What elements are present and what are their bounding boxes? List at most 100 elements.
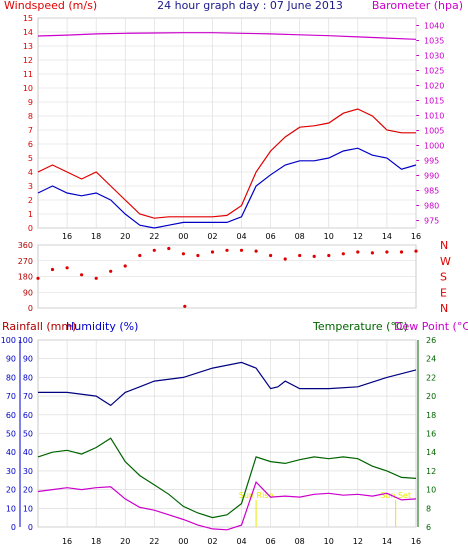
wind-x-tick-label: 08 — [295, 232, 305, 241]
wind-x-tick-label: 16 — [411, 232, 421, 241]
dir-y-tick-label: 180 — [18, 273, 33, 282]
lower-x-tick-label: 20 — [120, 537, 130, 546]
baro-y-tick-label: 975 — [424, 217, 439, 226]
temperature-y-tick-label: 22 — [426, 373, 436, 382]
baro-y-tick-label: 985 — [424, 187, 439, 196]
temperature-y-tick-label: 14 — [426, 448, 436, 457]
baro-y-tick-label: 1030 — [424, 52, 444, 61]
barometer-label: Barometer (hpa) — [372, 0, 463, 12]
baro-y-tick-label: 995 — [424, 157, 439, 166]
rain-humidity-temperature-panel: 0102030405060708090100010203040506070809… — [1, 336, 436, 546]
series-line-barometer — [37, 32, 417, 40]
direction-point — [50, 267, 55, 272]
lower-x-tick-label: 04 — [236, 537, 246, 546]
series-line-average — [37, 147, 417, 229]
rain-y-tick-label: 70 — [6, 392, 16, 401]
direction-point — [327, 253, 331, 258]
compass-label: N — [440, 239, 448, 252]
lower-x-tick-label: 06 — [266, 537, 276, 546]
lower-x-tick-label: 02 — [207, 537, 217, 546]
baro-y-tick-label: 1015 — [424, 97, 444, 106]
lower-x-tick-label: 12 — [353, 537, 363, 546]
direction-point — [370, 251, 374, 255]
direction-point — [167, 246, 171, 251]
humidity-y-tick-label: 10 — [23, 504, 33, 513]
wind-y-tick-label: 12 — [23, 56, 33, 65]
direction-point — [341, 252, 345, 256]
baro-y-tick-label: 1005 — [424, 127, 444, 136]
direction-point — [80, 273, 84, 277]
humidity-y-tick-label: 20 — [23, 486, 33, 495]
direction-point — [239, 248, 244, 252]
humidity-y-tick-label: 30 — [23, 467, 33, 476]
direction-point — [138, 253, 142, 258]
rain-y-tick-label: 90 — [6, 355, 16, 364]
rain-y-tick-label: 60 — [6, 411, 16, 420]
direction-point — [181, 252, 185, 256]
direction-point — [36, 276, 40, 280]
lower-x-tick-label: 14 — [382, 537, 392, 546]
series-line-humidity — [38, 361, 417, 407]
wind-y-tick-label: 9 — [28, 98, 33, 107]
wind-y-tick-label: 6 — [28, 140, 33, 149]
wind-x-tick-label: 14 — [382, 232, 392, 241]
wind-y-tick-label: 1 — [28, 210, 33, 219]
direction-point — [298, 253, 302, 258]
humidity-y-tick-label: 40 — [23, 448, 33, 457]
baro-y-tick-label: 1020 — [424, 82, 444, 91]
wind-y-tick-label: 5 — [28, 154, 33, 163]
temperature-label: Temperature (°C) — [312, 320, 408, 333]
humidity-y-tick-label: 100 — [18, 336, 33, 345]
rain-y-tick-label: 30 — [6, 467, 16, 476]
humidity-y-tick-label: 70 — [23, 392, 33, 401]
humidity-y-tick-label: 50 — [23, 430, 33, 439]
direction-point — [385, 250, 389, 254]
series-line-dewpoint — [37, 480, 417, 531]
humidity-y-tick-label: 90 — [23, 355, 33, 364]
temperature-y-tick-label: 20 — [426, 392, 436, 401]
windspeed-label: Windspeed (m/s) — [4, 0, 97, 12]
direction-point — [414, 249, 418, 253]
rain-y-tick-label: 20 — [6, 486, 16, 495]
temperature-y-tick-label: 10 — [426, 486, 436, 495]
direction-point — [65, 266, 69, 270]
direction-point — [210, 250, 215, 254]
temperature-y-tick-label: 6 — [426, 523, 431, 532]
dir-y-tick-label: 0 — [28, 304, 33, 313]
wind-y-tick-label: 8 — [28, 112, 33, 121]
wind-y-tick-label: 10 — [23, 84, 33, 93]
wind-y-tick-label: 0 — [28, 224, 33, 233]
rain-y-tick-label: 10 — [6, 504, 16, 513]
rain-y-tick-label: 100 — [1, 336, 16, 345]
rainfall-label: Rainfall (mm) — [2, 320, 76, 333]
series-line-gust — [37, 108, 416, 219]
direction-point — [269, 253, 273, 258]
wind-x-tick-label: 02 — [207, 232, 217, 241]
rain-y-tick-label: 80 — [6, 373, 16, 382]
dir-y-tick-label: 270 — [18, 257, 33, 266]
graph-title: 24 hour graph day : 07 June 2013 — [157, 0, 343, 12]
dir-y-tick-label: 360 — [18, 241, 33, 250]
wind-x-tick-label: 12 — [353, 232, 363, 241]
baro-y-tick-label: 990 — [424, 172, 439, 181]
compass-label: N — [440, 302, 448, 315]
humidity-y-tick-label: 0 — [28, 523, 33, 532]
direction-point — [254, 249, 258, 253]
wind-y-tick-label: 13 — [23, 42, 33, 51]
wind-x-tick-label: 18 — [91, 232, 101, 241]
baro-y-tick-label: 980 — [424, 202, 439, 211]
lower-x-tick-label: 10 — [324, 537, 334, 546]
wind-x-tick-label: 06 — [266, 232, 276, 241]
sun-marker-label: Sun Set — [380, 491, 411, 500]
lower-x-tick-label: 22 — [149, 537, 159, 546]
baro-y-tick-label: 1000 — [424, 142, 444, 151]
rain-y-tick-label: 40 — [6, 448, 16, 457]
baro-y-tick-label: 1025 — [424, 67, 444, 76]
wind-y-tick-label: 11 — [23, 70, 33, 79]
direction-point — [312, 254, 316, 258]
rain-y-tick-label: 0 — [11, 523, 16, 532]
direction-point — [123, 264, 127, 268]
